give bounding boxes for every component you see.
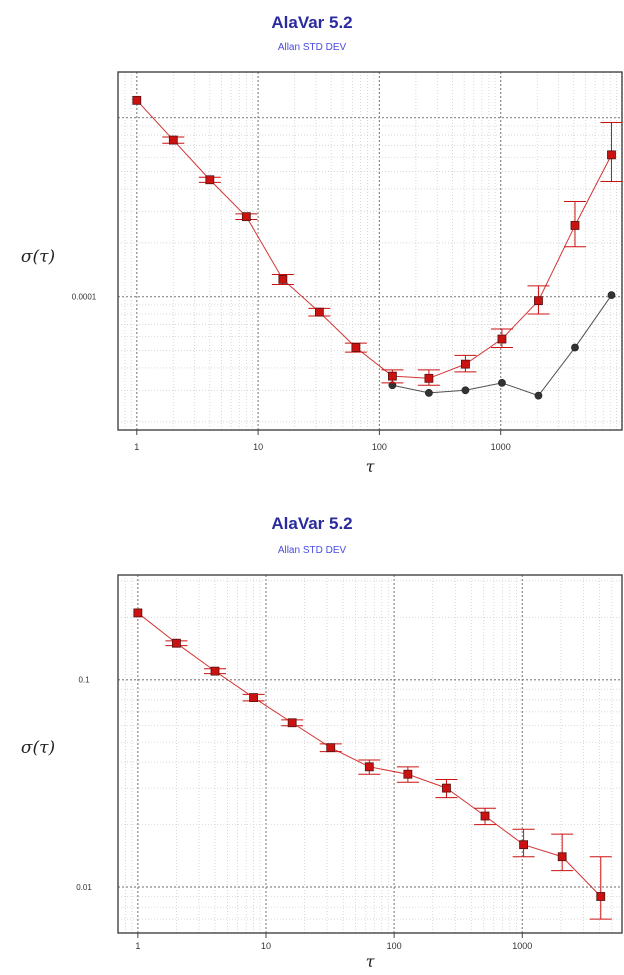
plot-frame xyxy=(117,71,623,431)
plot-frame xyxy=(117,574,623,934)
data-point xyxy=(351,343,361,352)
data-point xyxy=(596,892,606,901)
chart-2-svg: AlaVar 5.2 Allan STD DEV 1 10 100 1000 0.1 0.01… xyxy=(21,514,623,971)
data-point xyxy=(249,693,258,702)
chart-title: AlaVar 5.2 xyxy=(271,13,352,32)
chart-title: AlaVar 5.2 xyxy=(271,514,352,533)
y-axis-label: σ(τ) xyxy=(21,738,55,758)
data-point xyxy=(534,391,543,400)
data-point xyxy=(571,343,579,352)
y-axis-label: σ(τ) xyxy=(21,247,55,267)
series-line xyxy=(136,100,612,379)
data-point xyxy=(424,373,434,383)
x-axis-label: τ xyxy=(366,952,376,971)
y-tick-label: 0.01 xyxy=(76,883,92,892)
data-point xyxy=(387,371,397,381)
plot-area xyxy=(118,575,622,933)
x-tick-label: 10 xyxy=(253,442,263,452)
data-point xyxy=(287,718,297,728)
allan-deviation-chart-1: AlaVar 5.2 Allan STD DEV 1 10 100 1000 0.0001 τ… xyxy=(0,0,624,487)
x-tick-label: 1000 xyxy=(491,442,511,452)
data-point xyxy=(607,150,616,160)
chart-1-svg: AlaVar 5.2 Allan STD DEV 1 10 100 1000 0.0001 τ… xyxy=(21,13,623,476)
data-point xyxy=(497,334,507,344)
data-point xyxy=(461,386,470,395)
data-point xyxy=(314,307,324,317)
plot-area xyxy=(118,72,622,430)
data-point xyxy=(205,175,215,185)
y-tick-label: 0.1 xyxy=(78,676,90,685)
data-point xyxy=(442,783,451,793)
data-point xyxy=(570,221,580,230)
y-tick-label: 0.0001 xyxy=(72,293,97,302)
data-point xyxy=(241,212,251,222)
data-point xyxy=(172,638,181,648)
data-point xyxy=(557,852,567,862)
x-tick-label: 1 xyxy=(135,941,140,951)
chart-subtitle: Allan STD DEV xyxy=(278,545,347,556)
data-point xyxy=(534,296,543,306)
x-tick-label: 10 xyxy=(261,941,271,951)
data-point xyxy=(461,359,470,369)
x-tick-label: 1 xyxy=(134,442,139,452)
x-axis-label: τ xyxy=(366,457,376,476)
data-point xyxy=(278,274,288,284)
data-point xyxy=(425,389,433,397)
data-point xyxy=(480,811,490,821)
x-tick-label: 1000 xyxy=(512,941,532,951)
data-point xyxy=(519,840,529,850)
data-point xyxy=(607,291,616,300)
data-point xyxy=(168,135,178,145)
data-point xyxy=(133,608,143,618)
x-tick-label: 100 xyxy=(387,941,402,951)
data-point xyxy=(364,762,374,772)
chart-subtitle: Allan STD DEV xyxy=(278,42,347,53)
data-point xyxy=(132,95,142,105)
data-point xyxy=(210,666,220,676)
allan-deviation-chart-2: AlaVar 5.2 Allan STD DEV 1 10 100 1000 0.1 0.01… xyxy=(0,487,624,975)
data-point xyxy=(498,378,506,387)
x-tick-label: 100 xyxy=(372,442,387,452)
data-point xyxy=(326,743,336,753)
data-point xyxy=(403,769,413,779)
